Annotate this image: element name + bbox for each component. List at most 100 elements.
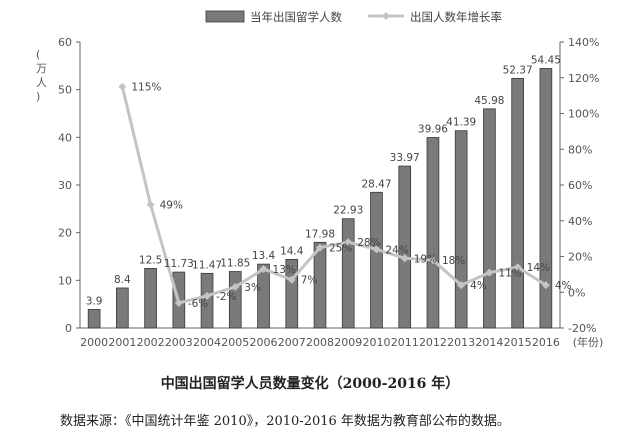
x-axis-label: (年份)	[573, 335, 604, 349]
bar-value-label: 12.5	[139, 254, 162, 266]
bar	[313, 241, 327, 329]
bar-value-label: 11.73	[164, 258, 194, 270]
bar	[144, 268, 157, 329]
line-value-label: 24%	[385, 244, 408, 256]
line-point	[259, 265, 268, 274]
line-value-label: 25%	[329, 243, 352, 255]
y-left-tick-label: 10	[58, 274, 72, 287]
legend: 当年出国留学人数 出国人数年增长率	[205, 10, 502, 24]
bar	[539, 68, 553, 329]
line-value-label: 7%	[301, 275, 318, 287]
x-tick-label: 2008	[306, 336, 334, 349]
legend-bar-label: 当年出国留学人数	[250, 10, 342, 24]
growth-line	[120, 86, 547, 305]
legend-line-marker	[382, 12, 390, 20]
line-series	[118, 82, 550, 307]
x-tick-label: 2015	[504, 336, 532, 349]
line-value-label: 28%	[357, 237, 380, 249]
y-right-tick-label: 140%	[568, 36, 599, 49]
line-value-label: 18%	[442, 255, 465, 267]
line-point	[428, 256, 437, 265]
bar	[511, 77, 524, 329]
line-point	[485, 268, 494, 277]
y-left-tick-label: 20	[58, 227, 72, 240]
legend-line-label: 出国人数年增长率	[410, 10, 502, 24]
axes: 0 10 20 30 40 50 60 -20% 0% 20% 40% 60% 80% 100% 120% 1…	[36, 36, 603, 349]
y-right-tick-label: 20%	[568, 251, 592, 264]
bar-value-label: 14.4	[280, 245, 304, 257]
bar-value-label: 28.47	[361, 178, 391, 190]
line-value-label: -2%	[216, 291, 236, 303]
bar-value-label: 52.37	[503, 64, 533, 76]
line-point	[344, 238, 353, 247]
x-tick-label: 2011	[391, 336, 419, 349]
bar	[200, 272, 214, 329]
bar-value-label: 11.47	[192, 259, 222, 271]
bar	[228, 271, 242, 329]
line-point	[316, 243, 324, 252]
x-tick-label: 2016	[532, 336, 560, 349]
bar-value-label: 54.45	[531, 54, 561, 66]
x-tick-label: 2007	[278, 336, 306, 349]
legend-bar-swatch	[205, 10, 245, 23]
bar-value-label: 41.39	[446, 117, 476, 129]
x-tick-label: 2001	[108, 336, 136, 349]
bar	[454, 130, 468, 329]
bar	[370, 191, 383, 329]
line-value-label: 115%	[131, 82, 161, 94]
y-right-tick-label: 0%	[568, 286, 585, 299]
y-right-tick-label: 100%	[568, 108, 599, 121]
bar-value-label: 22.93	[333, 205, 363, 217]
y-right-tick-label: 80%	[568, 143, 592, 156]
x-tick-label: 2009	[334, 336, 362, 349]
bar-value-label: 8.4	[114, 274, 131, 286]
bar	[87, 309, 101, 329]
y-right-tick-label: 120%	[568, 72, 599, 85]
x-tick-label: 2013	[447, 336, 475, 349]
line-point	[146, 200, 155, 209]
bar	[285, 258, 299, 329]
bar	[116, 287, 129, 329]
line-value-label: 3%	[244, 282, 261, 294]
line-point	[372, 245, 381, 254]
x-tick-label: 2012	[419, 336, 447, 349]
bar-value-label: 11.85	[220, 258, 250, 270]
bar	[341, 218, 355, 329]
bar	[426, 137, 440, 329]
x-tick-label: 2010	[362, 336, 390, 349]
chart: 当年出国留学人数 出国人数年增长率 0 10 20 30 40 50 60 -20% 0% 20% 4…	[36, 10, 603, 349]
y-left-tick-label: 50	[58, 84, 72, 97]
x-tick-label: 2003	[165, 336, 193, 349]
line-value-label: 13%	[273, 264, 296, 276]
line-value-label: 49%	[160, 200, 183, 212]
bar-value-label: 3.9	[86, 295, 103, 307]
bar	[257, 263, 270, 329]
line-value-label: 14%	[527, 262, 550, 274]
line-point	[118, 82, 127, 91]
bar-value-label: 39.96	[418, 124, 448, 136]
y-right-tick-label: 60%	[568, 179, 592, 192]
line-point	[203, 291, 212, 300]
x-tick-label: 2005	[221, 336, 249, 349]
line-point	[513, 263, 522, 272]
y-right-tick-label: 40%	[568, 215, 592, 228]
bar	[483, 108, 496, 329]
line-value-label: 4%	[555, 280, 572, 292]
line-point	[287, 275, 296, 284]
chart-title: 中国出国留学人员数量变化（2000-2016 年）	[160, 376, 460, 392]
x-tick-label: 2014	[475, 336, 503, 349]
bar	[398, 165, 412, 329]
bar-value-label: 13.4	[252, 250, 276, 262]
line-point	[457, 281, 466, 290]
y-left-axis-label: (万人)	[36, 48, 47, 103]
x-tick-label: 2004	[193, 336, 221, 349]
line-value-label: 11%	[498, 268, 521, 280]
y-left-tick-label: 30	[58, 179, 72, 192]
bar-series	[87, 68, 553, 329]
bar-value-label: 33.97	[390, 152, 420, 164]
bar-value-label: 17.98	[305, 228, 335, 240]
y-left-tick-label: 60	[58, 36, 72, 49]
line-point	[400, 254, 409, 263]
data-source-note: 数据来源：《中国统计年鉴 2010》，2010-2016 年数据为教育部公布的数…	[60, 414, 510, 429]
